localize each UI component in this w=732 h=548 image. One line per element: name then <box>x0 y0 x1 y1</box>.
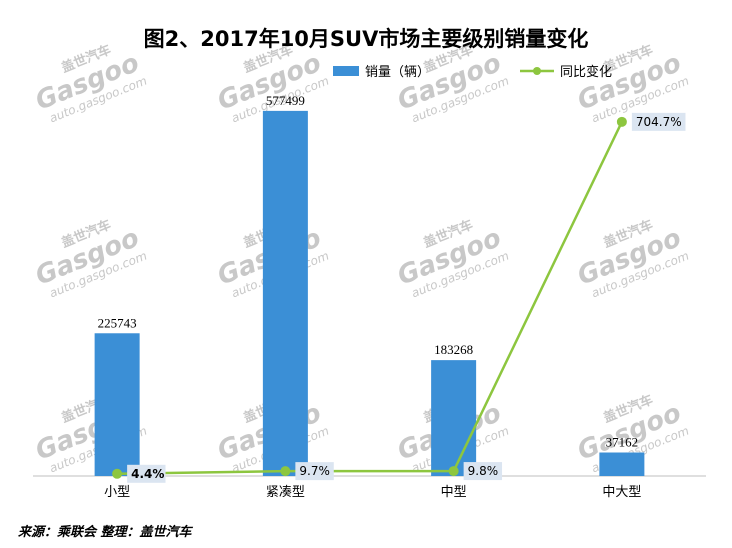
yoy-marker-3 <box>616 116 627 127</box>
category-label: 中型 <box>441 485 467 500</box>
bar-value-label: 577499 <box>266 93 305 108</box>
bar-value-label: 183268 <box>434 342 473 357</box>
category-labels: 小型 紧凑型 中型 中大型 <box>104 485 641 500</box>
line-series <box>112 116 627 479</box>
bar-2 <box>431 360 477 476</box>
bar-value-label: 225743 <box>98 315 137 330</box>
yoy-marker-1 <box>280 466 291 477</box>
category-label: 小型 <box>104 485 130 500</box>
pct-label-box <box>295 462 334 481</box>
yoy-marker-2 <box>448 466 459 477</box>
legend-line-marker <box>533 67 541 75</box>
pct-label-box <box>127 464 166 483</box>
pct-label: 4.4% <box>131 467 164 481</box>
legend-line-label: 同比变化 <box>560 64 612 80</box>
pct-label-box <box>463 462 503 481</box>
legend: 销量（辆） 同比变化 <box>333 64 612 80</box>
bar-1 <box>262 110 308 477</box>
category-label: 中大型 <box>602 485 641 500</box>
yoy-line <box>117 121 624 476</box>
bar-0 <box>94 333 140 476</box>
legend-bar-swatch <box>333 66 359 76</box>
yoy-marker-0 <box>112 468 123 479</box>
pct-label-box <box>631 112 686 131</box>
category-label: 紧凑型 <box>266 485 305 500</box>
legend-bar-label: 销量（辆） <box>365 65 430 80</box>
bar-value-labels: 225743 577499 183268 37162 <box>98 93 639 450</box>
pct-label: 704.7% <box>636 115 682 129</box>
chart-title: 图2、2017年10月SUV市场主要级别销量变化 <box>144 27 589 51</box>
source-note: 来源：乘联会 整理：盖世汽车 <box>18 524 194 540</box>
bar-3 <box>599 452 645 476</box>
bar-value-label: 37162 <box>606 435 639 450</box>
pct-label: 9.7% <box>299 464 330 478</box>
line-value-labels: 4.4% 9.7% 9.8% 704.7% <box>127 112 686 483</box>
bar-series <box>94 110 645 477</box>
pct-label: 9.8% <box>468 464 499 478</box>
